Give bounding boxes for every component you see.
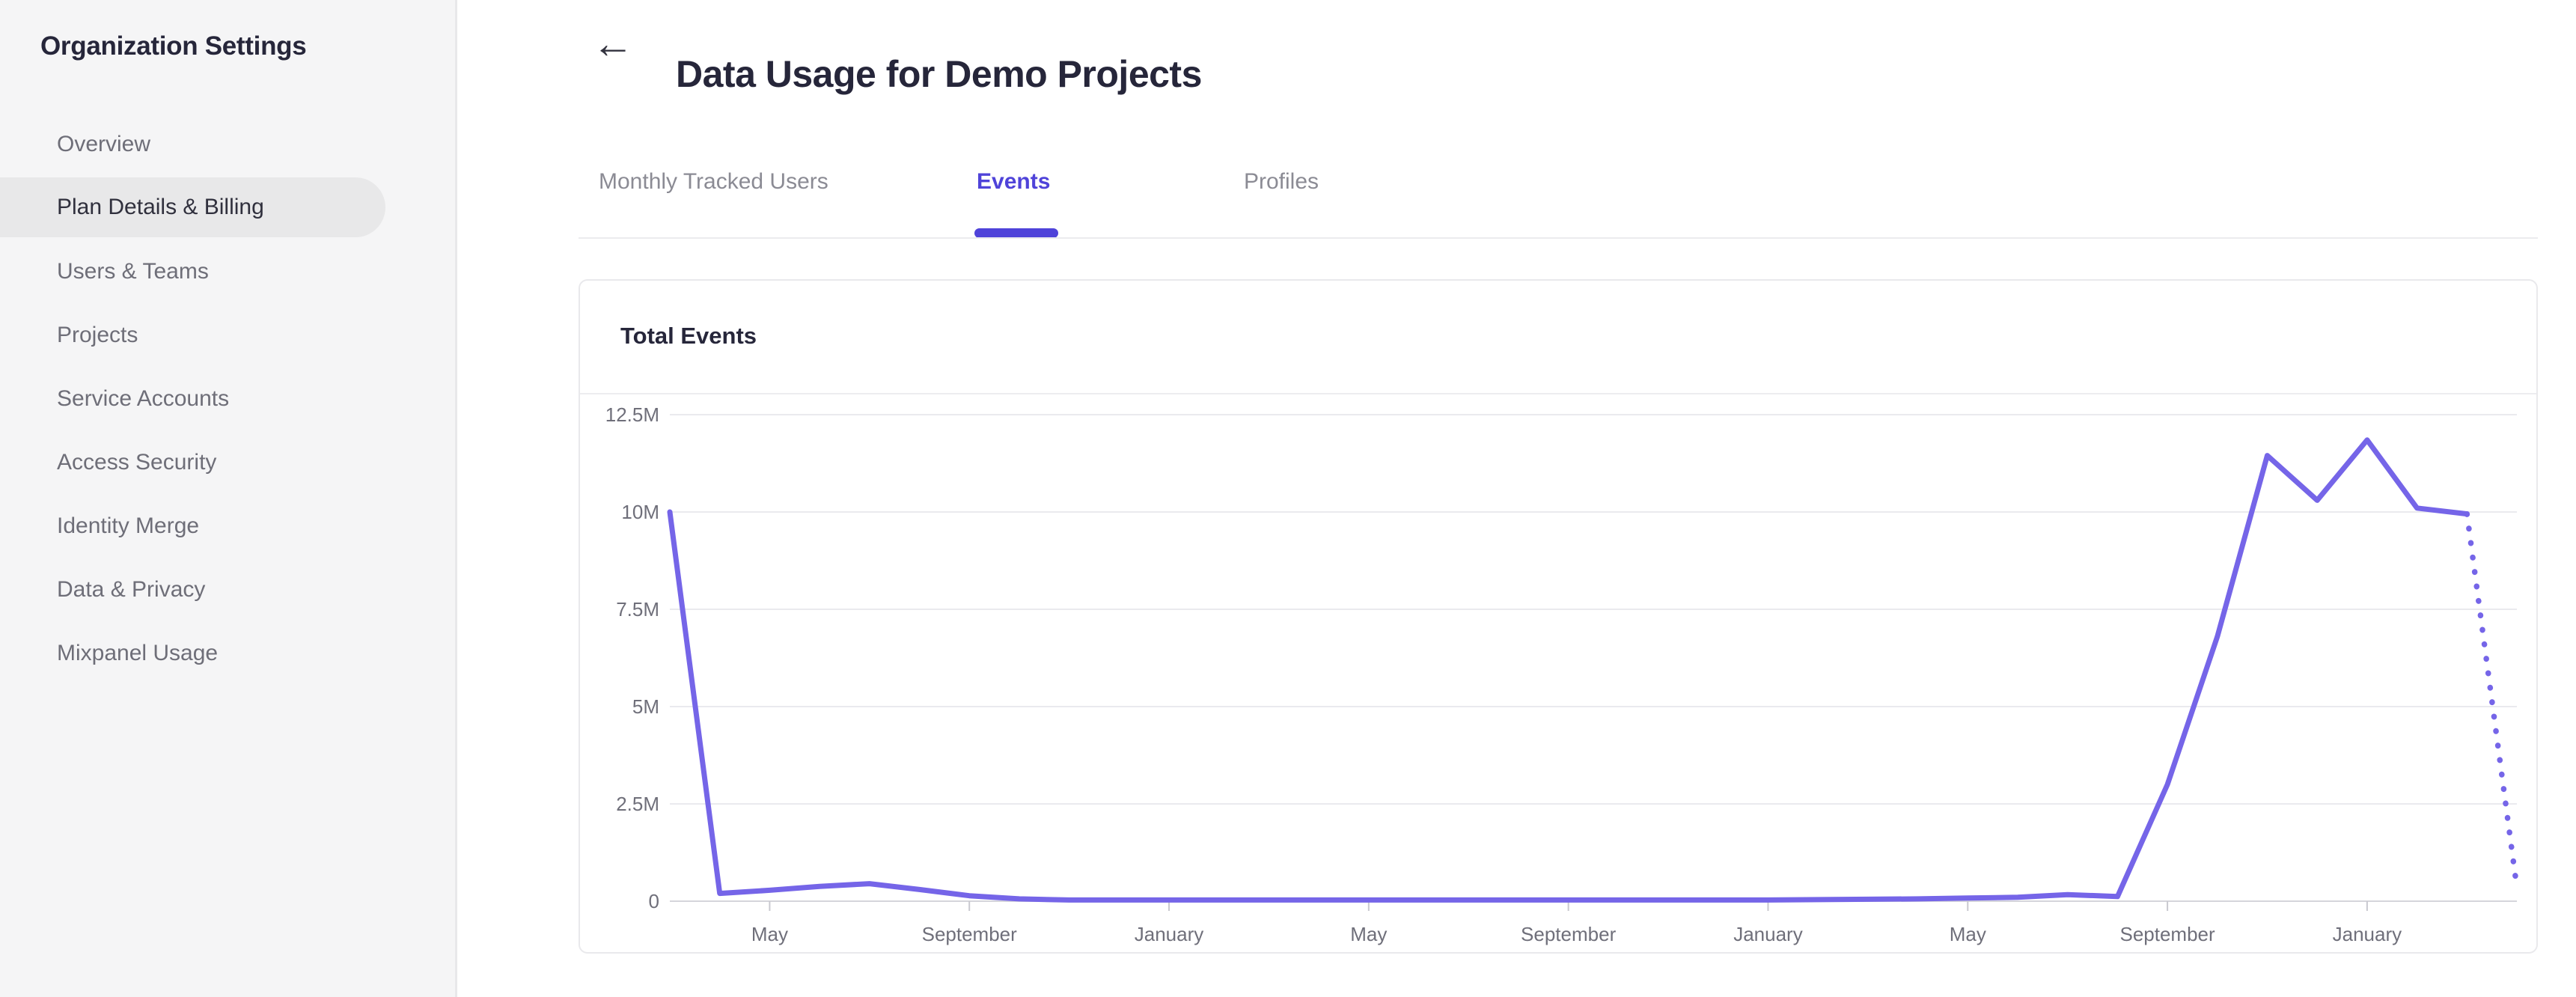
y-tick-label: 7.5M (616, 598, 659, 621)
sidebar-item-mixpanel-usage[interactable]: Mixpanel Usage (57, 640, 219, 665)
x-tick-label: January (2333, 923, 2402, 945)
sidebar-item-identity-merge[interactable]: Identity Merge (57, 513, 200, 538)
sidebar-title: Organization Settings (40, 31, 307, 61)
sidebar-item-access-security[interactable]: Access Security (57, 449, 217, 475)
x-tick-label: September (1521, 923, 1617, 945)
sidebar-item-projects[interactable]: Projects (57, 322, 138, 347)
x-tick-label: September (922, 923, 1018, 945)
total-events-card: Total Events 12.5M 10M 7.5M 5M 2.5M 0 May Septe… (579, 279, 2538, 954)
events-line-projected (2464, 510, 2520, 891)
x-tick-label: May (751, 923, 788, 945)
x-tick-label: May (1950, 923, 1986, 945)
chart-title: Total Events (620, 323, 757, 349)
sidebar-item-service-accounts[interactable]: Service Accounts (57, 385, 230, 411)
y-tick-label: 2.5M (616, 793, 659, 815)
tab-bar-divider (579, 237, 2538, 239)
events-line (667, 437, 2470, 903)
sidebar: Organization Settings Overview Plan Deta… (0, 0, 457, 997)
y-tick-label: 10M (621, 501, 659, 523)
sidebar-item-users-teams[interactable]: Users & Teams (57, 258, 209, 284)
y-tick-label: 12.5M (605, 403, 659, 426)
chart-svg[interactable]: 12.5M 10M 7.5M 5M 2.5M 0 May September January Ma… (580, 281, 2536, 952)
tab-monthly-tracked-users[interactable]: Monthly Tracked Users (599, 169, 828, 194)
sidebar-item-overview[interactable]: Overview (57, 131, 151, 156)
page-title: Data Usage for Demo Projects (676, 52, 1202, 95)
tab-events[interactable]: Events (977, 169, 1051, 194)
sidebar-nav: Overview Plan Details & Billing Users & … (0, 112, 455, 685)
y-tick-label: 5M (632, 695, 659, 718)
y-tick-label: 0 (649, 890, 659, 912)
tab-profiles[interactable]: Profiles (1244, 169, 1319, 194)
sidebar-item-data-privacy[interactable]: Data & Privacy (57, 576, 206, 602)
card-header-divider (580, 393, 2536, 394)
x-tick-label: May (1350, 923, 1387, 945)
x-tick-label: January (1733, 923, 1803, 945)
active-tab-underline (974, 228, 1058, 238)
x-tick-label: September (2119, 923, 2215, 945)
back-arrow-icon[interactable]: ← (592, 19, 634, 67)
x-tick-label: January (1135, 923, 1204, 945)
sidebar-item-plan-details-billing[interactable]: Plan Details & Billing (0, 177, 385, 237)
